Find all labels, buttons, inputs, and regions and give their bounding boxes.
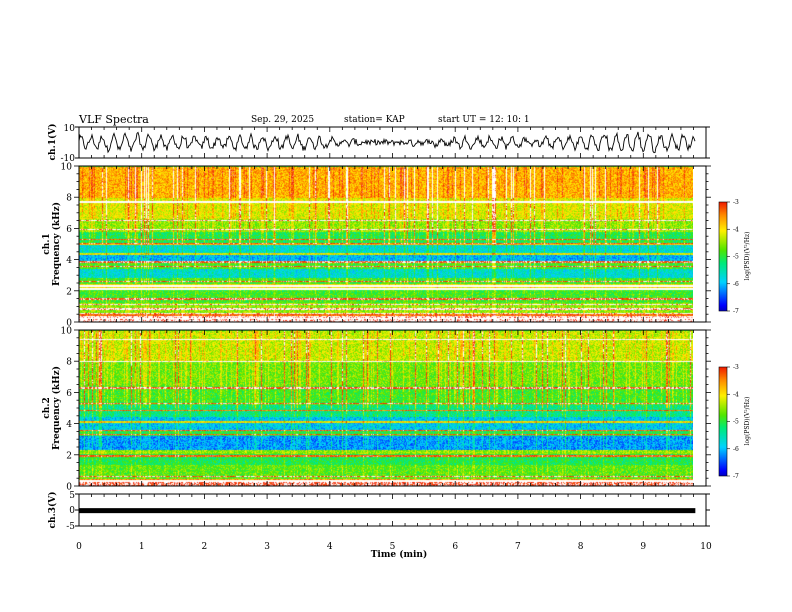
ch2-spectrogram-x-ticks <box>78 330 707 486</box>
colorbar-tick-label: -7 <box>733 473 739 480</box>
y-tick-label: 4 <box>66 420 72 430</box>
ch1-spectrogram-channel-label: ch.1 <box>42 233 52 254</box>
ch1-spectrogram-panel: 0 2 4 6 8 10 ch.1 Frequency (kHz) <box>42 163 711 329</box>
x-tick-label: 6 <box>452 542 458 552</box>
ch1-y-tick-top: 10 <box>64 124 76 134</box>
ch3-waveform-panel: 5 0 -5 ch.3(V) <box>47 491 710 532</box>
x-tick-label: 0 <box>76 542 82 552</box>
ch2-colorbar: -3 -4 -5 -6 -7 log(PSD)(V²/Hz) <box>718 364 751 480</box>
x-tick-label: 3 <box>264 542 270 552</box>
ch3-y-tick-bottom: -5 <box>66 522 75 532</box>
colorbar-tick-label: -6 <box>733 446 739 453</box>
x-tick-label: 2 <box>202 542 208 552</box>
ch1-spectrogram-y-ticks: 0 2 4 6 8 10 <box>61 163 711 329</box>
y-tick-label: 8 <box>66 358 72 368</box>
y-tick-label: 2 <box>66 451 72 461</box>
figure-date: Sep. 29, 2025 <box>251 115 314 125</box>
ch3-waveform-x-ticks <box>78 494 707 526</box>
ch3-y-tick-mid: 0 <box>69 506 75 516</box>
figure-title: VLF Spectra <box>78 113 149 126</box>
ch1-colorbar-label: log(PSD)(V²/Hz) <box>744 232 751 281</box>
ch1-waveform-line <box>78 131 696 154</box>
x-tick-label: 1 <box>139 542 145 552</box>
ch1-spectrogram-image <box>79 166 693 322</box>
ch1-spectrogram-ylabel: Frequency (kHz) <box>51 202 62 286</box>
y-tick-label: 10 <box>61 327 73 337</box>
ch1-colorbar-ticks: -3 -4 -5 -6 -7 <box>727 199 739 315</box>
ch1-colorbar: -3 -4 -5 -6 -7 log(PSD)(V²/Hz) <box>718 199 751 315</box>
figure-station: station= KAP <box>344 115 405 125</box>
ch2-spectrogram-ylabel: Frequency (kHz) <box>51 366 62 450</box>
ch2-spectrogram-panel: 0 2 4 6 8 10 ch.2 Frequency (kHz) <box>42 327 711 493</box>
ch2-colorbar-ticks: -3 -4 -5 -6 -7 <box>727 364 739 480</box>
colorbar-tick-label: -7 <box>733 308 739 315</box>
x-tick-label: 5 <box>390 542 396 552</box>
y-tick-label: 8 <box>66 194 72 204</box>
ch1-waveform-panel: 10 -10 ch.1(V) <box>47 124 710 164</box>
x-tick-label: 10 <box>700 542 712 552</box>
ch2-colorbar-gradient <box>719 367 727 476</box>
y-tick-label: 4 <box>66 256 72 266</box>
x-tick-label: 7 <box>515 542 521 552</box>
ch2-spectrogram-y-ticks: 0 2 4 6 8 10 <box>61 327 711 493</box>
colorbar-tick-label: -3 <box>733 199 739 206</box>
colorbar-tick-label: -3 <box>733 364 739 371</box>
ch1-spectrogram-x-ticks <box>78 166 707 322</box>
x-tick-label: 8 <box>578 542 584 552</box>
ch1-y-tick-bottom: -10 <box>61 154 76 164</box>
y-tick-label: 6 <box>66 389 72 399</box>
colorbar-tick-label: -6 <box>733 281 739 288</box>
colorbar-tick-label: -4 <box>733 226 739 233</box>
ch2-spectrogram-channel-label: ch.2 <box>42 397 52 418</box>
y-tick-label: 0 <box>66 483 72 493</box>
y-tick-label: 6 <box>66 225 72 235</box>
ch1-colorbar-gradient <box>719 202 727 311</box>
y-tick-label: 0 <box>66 319 72 329</box>
colorbar-tick-label: -5 <box>733 254 739 261</box>
ch3-waveform-ylabel: ch.3(V) <box>47 492 58 529</box>
x-tick-label: 9 <box>640 542 646 552</box>
ch3-y-tick-top: 5 <box>69 491 75 501</box>
ch2-colorbar-label: log(PSD)(V²/Hz) <box>744 397 751 446</box>
ch3-waveform-line <box>79 508 696 514</box>
x-tick-label: 4 <box>327 542 333 552</box>
y-tick-label: 2 <box>66 287 72 297</box>
ch1-waveform-ylabel: ch.1(V) <box>47 124 58 161</box>
colorbar-tick-label: -4 <box>733 391 739 398</box>
x-axis-label: Time (min) <box>371 549 428 560</box>
ch2-spectrogram-image <box>79 330 693 486</box>
figure-start-time: start UT = 12: 10: 1 <box>438 115 530 125</box>
colorbar-tick-label: -5 <box>733 419 739 426</box>
y-tick-label: 10 <box>61 163 73 173</box>
ch1-waveform-x-ticks <box>78 127 707 158</box>
x-tick-labels: 0 1 2 3 4 5 6 7 8 9 10 <box>76 542 712 552</box>
